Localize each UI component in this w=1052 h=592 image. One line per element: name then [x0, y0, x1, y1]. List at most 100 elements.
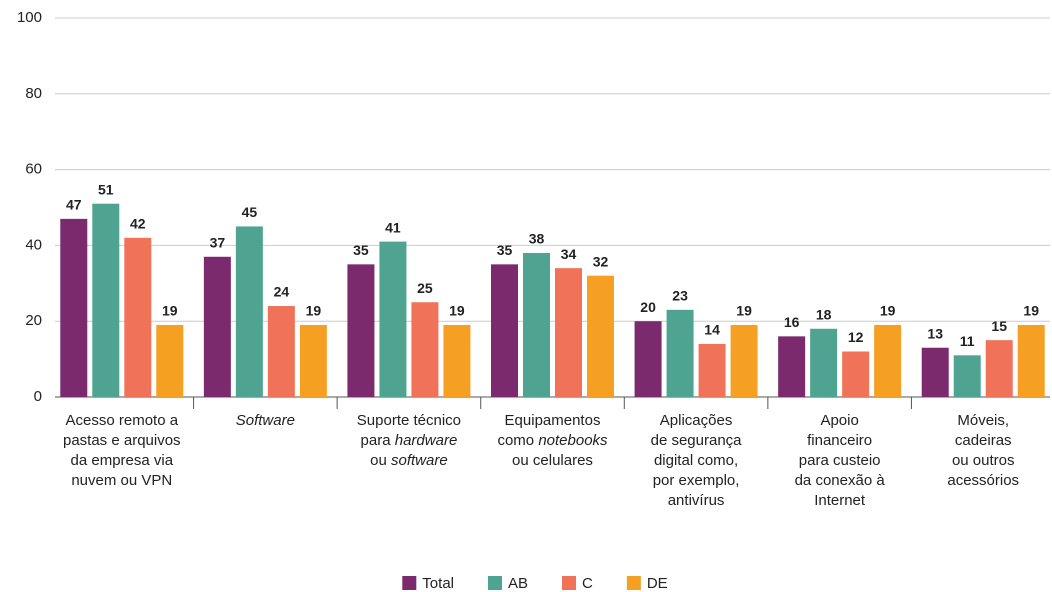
bar: [203, 256, 231, 397]
bar: [443, 324, 471, 397]
x-tick-label: Suporte técnico: [357, 412, 461, 429]
legend-label: Total: [422, 575, 454, 592]
value-label: 23: [672, 288, 688, 304]
label-part: para: [361, 432, 395, 449]
value-label: 35: [353, 242, 369, 258]
value-label: 25: [417, 280, 433, 296]
value-label: 45: [242, 204, 258, 220]
x-tick-label: cadeiras: [955, 432, 1012, 449]
bar: [235, 226, 263, 397]
bar: [985, 340, 1013, 397]
x-tick-label: Apoio: [820, 412, 858, 429]
value-label: 11: [960, 333, 975, 349]
bar: [156, 324, 184, 397]
y-tick-label: 20: [25, 312, 42, 329]
value-label: 19: [162, 303, 178, 319]
x-tick-label: de segurança: [651, 432, 743, 449]
bar: [587, 275, 614, 397]
value-label: 51: [98, 181, 114, 197]
y-tick-label: 100: [17, 9, 42, 26]
bar: [491, 264, 518, 397]
bar: [379, 241, 407, 397]
x-tick-label: Móveis,: [957, 412, 1009, 429]
value-label: 38: [529, 231, 545, 247]
x-tick-label: por exemplo,: [653, 472, 740, 489]
label-part: como: [497, 432, 538, 449]
value-label: 19: [449, 303, 465, 319]
value-label: 19: [306, 303, 322, 319]
value-label: 34: [561, 246, 577, 262]
x-tick-label: ou software: [370, 452, 448, 469]
bar: [92, 203, 120, 397]
value-label: 14: [704, 322, 720, 338]
bar: [874, 324, 902, 397]
bar: [730, 324, 758, 397]
value-label: 12: [848, 329, 864, 345]
value-label: 19: [1023, 303, 1039, 319]
x-tick-label: ou celulares: [512, 452, 593, 469]
y-tick-label: 40: [25, 236, 42, 253]
bar: [411, 302, 439, 397]
legend-label: AB: [508, 575, 528, 592]
label-part: notebooks: [538, 432, 608, 449]
legend-swatch: [626, 576, 641, 590]
x-tick-label: Equipamentos: [505, 412, 601, 429]
bar: [555, 268, 582, 397]
x-tick-label: Aplicações: [660, 412, 733, 429]
x-tick-label: financeiro: [807, 432, 872, 449]
x-tick-label: digital como,: [654, 452, 738, 469]
bar: [634, 321, 662, 397]
bar: [267, 306, 295, 397]
label-part: ou: [370, 452, 391, 469]
legend: Total AB C DE: [402, 575, 668, 592]
value-label: 35: [497, 242, 513, 258]
value-label: 41: [385, 219, 401, 235]
x-tick-label: acessórios: [947, 472, 1019, 489]
x-tick-label: Acesso remoto a: [66, 412, 179, 429]
bar: [921, 347, 949, 397]
label-part: software: [391, 452, 448, 469]
x-tick-label: antivírus: [668, 492, 725, 509]
legend-label: DE: [647, 575, 668, 592]
x-tick-label: da empresa via: [71, 452, 174, 469]
bar: [842, 351, 870, 397]
value-label: 32: [593, 253, 609, 269]
value-label: 42: [130, 216, 146, 232]
value-label: 16: [784, 314, 800, 330]
x-tick-label: Internet: [814, 492, 866, 509]
value-label: 18: [816, 306, 832, 322]
legend-swatch: [402, 576, 417, 590]
x-tick-label: ou outros: [952, 452, 1015, 469]
bar: [778, 336, 806, 397]
x-tick-label: nuvem ou VPN: [71, 472, 172, 489]
value-label: 47: [66, 197, 82, 213]
bar: [810, 328, 838, 397]
legend-label: C: [582, 575, 593, 592]
x-tick-label: para custeio: [799, 452, 881, 469]
x-tick-label: da conexão à: [795, 472, 886, 489]
legend-swatch: [487, 576, 502, 590]
bar: [299, 324, 327, 397]
y-tick-label: 80: [25, 85, 42, 102]
value-label: 19: [736, 303, 752, 319]
bar: [666, 309, 694, 397]
bar: [60, 218, 88, 397]
bar: [953, 355, 981, 397]
bar: [124, 237, 152, 397]
y-tick-label: 60: [25, 161, 42, 178]
bar: [523, 252, 550, 397]
legend-swatch: [562, 576, 577, 590]
x-tick-label: para hardware: [361, 432, 458, 449]
value-label: 13: [927, 325, 943, 341]
value-label: 20: [640, 299, 656, 315]
x-tick-label: como notebooks: [497, 432, 608, 449]
value-label: 15: [991, 318, 1007, 334]
y-tick-label: 0: [34, 388, 42, 405]
x-tick-label: pastas e arquivos: [63, 432, 181, 449]
label-part: Software: [236, 412, 295, 429]
x-tick-label: Software: [236, 412, 295, 429]
value-label: 19: [880, 303, 896, 319]
bar: [347, 264, 375, 397]
label-part: hardware: [395, 432, 458, 449]
